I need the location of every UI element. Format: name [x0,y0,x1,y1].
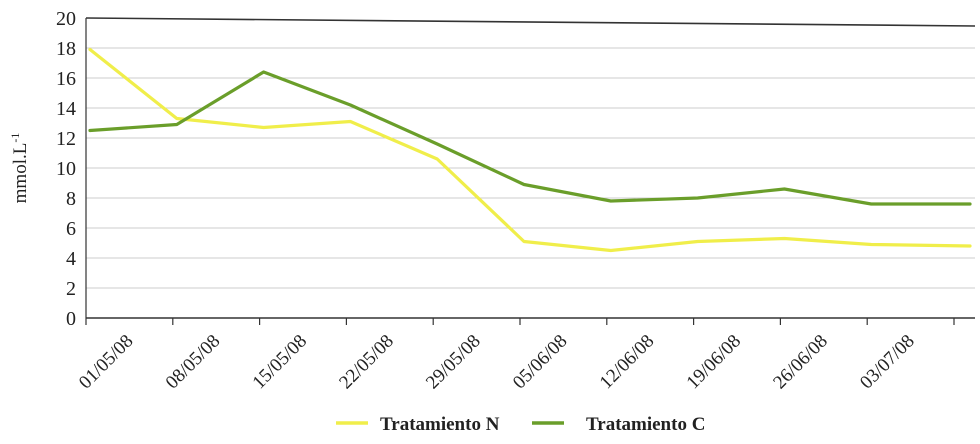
legend-label: Tratamiento N [380,414,500,435]
x-tick-label: 29/05/08 [422,331,485,394]
grid-lines [85,17,976,289]
axes [85,18,975,325]
y-tick-label: 14 [56,98,76,120]
y-tick-label: 18 [56,38,76,60]
x-tick-label: 05/06/08 [509,331,572,394]
y-axis-title-exponent: -1 [8,133,22,143]
series-line-tratamiento-c [88,70,972,206]
y-tick-label: 6 [66,218,76,240]
gridline [85,17,976,27]
y-tick-label: 12 [56,128,76,150]
x-tick-label: 22/05/08 [335,331,398,394]
y-tick-label: 0 [66,308,76,330]
y-tick-label: 4 [66,248,76,270]
y-axis-title: mmol.L-1 [8,133,31,204]
legend: Tratamiento N Tratamiento C [336,414,705,435]
x-tick-label: 12/06/08 [596,331,659,394]
series-lines [88,47,972,253]
x-tick-label: 03/07/08 [856,331,919,394]
x-tick-labels: 01/05/08 08/05/08 15/05/08 22/05/08 29/05/08… [75,331,919,394]
y-tick-label: 10 [56,158,76,180]
y-tick-label: 8 [66,188,76,210]
y-tick-label: 20 [56,8,76,30]
y-tick-label: 16 [56,68,76,90]
x-tick-label: 19/06/08 [683,331,746,394]
x-tick-label: 01/05/08 [75,331,138,394]
y-axis-title-unit: mmol.L [10,143,31,204]
x-tick-label: 08/05/08 [162,331,225,394]
series-line-tratamiento-n [88,47,972,253]
y-tick-labels: 0 2 4 6 8 10 12 14 16 18 20 [56,8,76,330]
y-tick-label: 2 [66,278,76,300]
x-tick-label: 26/06/08 [769,331,832,394]
legend-label: Tratamiento C [586,414,705,435]
x-tick-label: 15/05/08 [249,331,312,394]
